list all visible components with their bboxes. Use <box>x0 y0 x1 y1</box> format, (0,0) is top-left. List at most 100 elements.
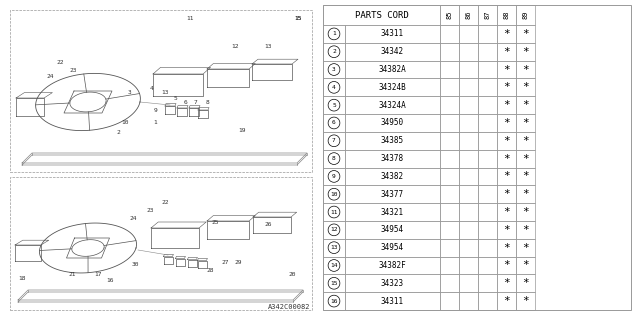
Bar <box>478 221 497 239</box>
Text: 15: 15 <box>294 15 301 20</box>
Bar <box>440 78 459 96</box>
Bar <box>440 25 459 43</box>
Text: 19: 19 <box>238 127 246 132</box>
Text: 10: 10 <box>121 119 129 124</box>
Bar <box>345 43 440 60</box>
Text: 20: 20 <box>288 273 296 277</box>
Text: *: * <box>503 136 510 146</box>
Text: *: * <box>503 207 510 217</box>
Bar <box>459 274 478 292</box>
Text: 22: 22 <box>56 60 64 66</box>
Text: 34377: 34377 <box>381 190 404 199</box>
Bar <box>497 132 516 150</box>
Bar <box>323 150 345 167</box>
Text: 88: 88 <box>504 11 509 19</box>
Bar <box>323 221 345 239</box>
Bar <box>459 221 478 239</box>
Text: 8: 8 <box>205 100 209 105</box>
Bar <box>323 43 345 60</box>
Text: A342C00082: A342C00082 <box>268 304 310 310</box>
Text: 21: 21 <box>68 273 76 277</box>
Bar <box>345 150 440 167</box>
Text: *: * <box>522 243 529 253</box>
Text: *: * <box>522 47 529 57</box>
Text: 34382A: 34382A <box>379 65 406 74</box>
Bar <box>516 60 535 78</box>
Bar <box>478 257 497 274</box>
Bar <box>497 239 516 257</box>
Text: *: * <box>522 154 529 164</box>
Bar <box>497 203 516 221</box>
Bar <box>440 132 459 150</box>
Text: 2: 2 <box>332 49 336 54</box>
Bar <box>516 78 535 96</box>
Text: *: * <box>522 118 529 128</box>
Bar <box>478 132 497 150</box>
Text: 4: 4 <box>332 85 336 90</box>
Bar <box>459 25 478 43</box>
Text: 9: 9 <box>332 174 336 179</box>
Text: 16: 16 <box>330 299 338 304</box>
Text: 1: 1 <box>153 119 157 124</box>
Text: 16: 16 <box>106 277 114 283</box>
Bar <box>440 43 459 60</box>
Text: *: * <box>503 243 510 253</box>
Bar <box>345 60 440 78</box>
Text: 34342: 34342 <box>381 47 404 56</box>
Bar <box>323 96 345 114</box>
Bar <box>516 185 535 203</box>
Text: *: * <box>522 296 529 306</box>
Text: 14: 14 <box>330 263 338 268</box>
Bar <box>345 221 440 239</box>
Text: 34311: 34311 <box>381 297 404 306</box>
Bar <box>459 96 478 114</box>
Text: 10: 10 <box>330 192 338 197</box>
Text: 7: 7 <box>332 138 336 143</box>
Bar <box>10 10 312 172</box>
Text: 24: 24 <box>129 215 137 220</box>
Text: *: * <box>503 154 510 164</box>
Bar <box>323 167 345 185</box>
Text: 85: 85 <box>447 11 452 19</box>
Bar <box>516 5 535 25</box>
Bar <box>440 167 459 185</box>
Bar <box>323 132 345 150</box>
Bar <box>516 221 535 239</box>
Bar <box>497 274 516 292</box>
Text: *: * <box>522 172 529 181</box>
Text: 11: 11 <box>330 210 338 214</box>
Bar <box>478 239 497 257</box>
Bar <box>440 60 459 78</box>
Bar <box>323 78 345 96</box>
Bar <box>516 167 535 185</box>
Text: *: * <box>503 47 510 57</box>
Bar <box>323 239 345 257</box>
Text: 26: 26 <box>264 222 272 228</box>
Text: 12: 12 <box>330 227 338 232</box>
Text: *: * <box>503 296 510 306</box>
Text: 86: 86 <box>465 11 472 19</box>
Bar <box>459 132 478 150</box>
Text: 29: 29 <box>234 260 242 266</box>
Bar <box>497 25 516 43</box>
Bar <box>516 114 535 132</box>
Bar <box>459 114 478 132</box>
Text: *: * <box>522 100 529 110</box>
Bar <box>345 25 440 43</box>
Bar <box>459 5 478 25</box>
Text: *: * <box>503 172 510 181</box>
Text: 3: 3 <box>128 90 132 94</box>
Text: 13: 13 <box>161 90 169 94</box>
Text: 13: 13 <box>264 44 272 49</box>
Bar <box>459 60 478 78</box>
Text: *: * <box>503 189 510 199</box>
Text: *: * <box>503 65 510 75</box>
Text: 23: 23 <box>69 68 77 73</box>
Bar <box>440 185 459 203</box>
Bar <box>478 78 497 96</box>
Text: 2: 2 <box>116 130 120 134</box>
Text: 34954: 34954 <box>381 243 404 252</box>
Bar <box>497 150 516 167</box>
Bar <box>478 185 497 203</box>
Text: 30: 30 <box>131 262 139 268</box>
